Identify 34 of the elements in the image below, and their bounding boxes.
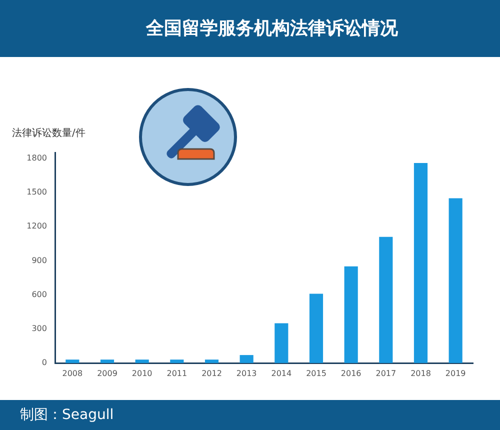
y-axis-title: 法律诉讼数量/件 [12,126,86,140]
x-tick-label: 2008 [62,368,83,378]
text: 制图：Seagull [20,406,114,424]
y-tick-label: 1200 [26,222,47,231]
y-tick-label: 300 [32,324,47,333]
bar [344,266,358,363]
bar [100,360,114,363]
bar [170,360,184,363]
bar [414,163,428,363]
x-tick-label: 2010 [132,368,152,378]
x-tick-label: 2018 [410,368,431,378]
y-tick-label: 900 [32,256,47,265]
bar [240,355,254,363]
x-tick-label: 2012 [202,368,222,378]
bar [379,236,393,363]
x-tick-label: 2017 [376,368,396,378]
y-tick-label: 1500 [26,188,47,197]
y-tick-label: 0 [42,358,47,368]
bar [204,360,219,363]
chart-title: 全国留学服务机构法律诉讼情况 [144,17,399,40]
x-tick-label: 2009 [97,368,118,378]
x-tick-label: 2014 [271,368,292,378]
bar [274,323,288,363]
bar [448,198,462,363]
x-tick-label: 2015 [306,368,326,378]
x-tick-label: 2016 [340,368,362,378]
x-tick-label: 2019 [445,368,466,378]
bar [135,360,149,363]
bar [66,360,80,363]
x-tick-label: 2013 [236,368,257,378]
y-tick-label: 600 [32,290,47,299]
x-tick-label: 2011 [166,368,188,378]
y-tick-label: 1800 [26,154,47,163]
bar [309,294,324,363]
